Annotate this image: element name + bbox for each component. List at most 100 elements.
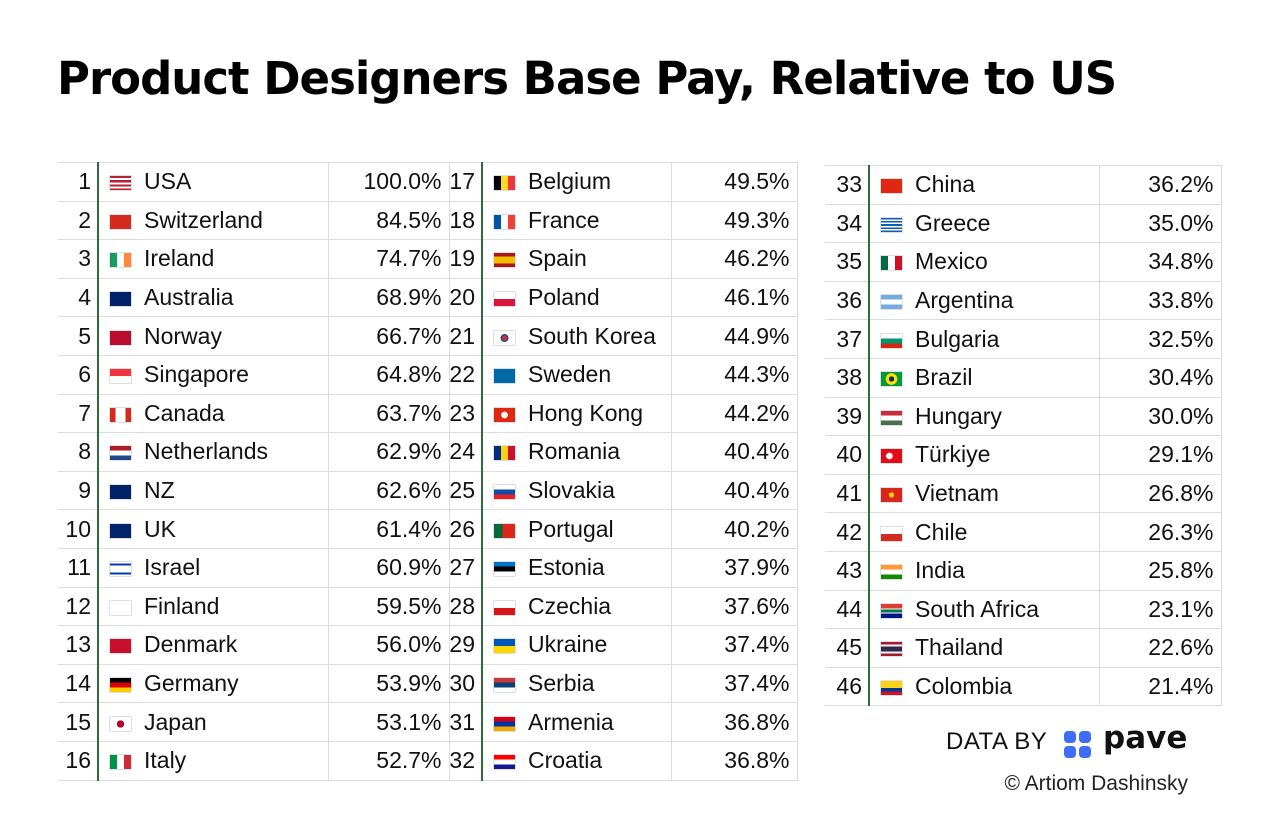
japanese-flag-icon xyxy=(110,716,131,731)
rank-cell: 25 xyxy=(436,471,483,511)
flag-cell xyxy=(98,394,142,434)
ukrainian-flag-icon xyxy=(494,639,515,654)
flag-cell xyxy=(98,587,142,627)
irish-flag-icon xyxy=(110,253,131,268)
hong-kong-flag-icon xyxy=(494,407,515,422)
pay-percentage: 46.1% xyxy=(671,278,798,318)
ranking-column-2: 17 Belgium 49.5% 18 France 49.3% 19 Spain 46.2% 2… xyxy=(436,162,798,781)
flag-cell xyxy=(98,509,142,549)
table-row: 26 Portugal 40.2% xyxy=(436,509,798,549)
flag-cell xyxy=(869,435,913,475)
table-row: 31 Armenia 36.8% xyxy=(436,702,798,742)
country-name: Portugal xyxy=(526,509,672,549)
pay-percentage: 60.9% xyxy=(328,548,450,588)
croatian-flag-icon xyxy=(494,755,515,770)
country-name: Slovakia xyxy=(526,471,672,511)
flag-cell xyxy=(869,358,913,398)
rank-cell: 33 xyxy=(825,165,870,205)
slovak-flag-icon xyxy=(494,484,515,499)
country-name: Argentina xyxy=(913,281,1100,321)
dutch-flag-icon xyxy=(110,446,131,461)
rank-cell: 1 xyxy=(58,162,99,202)
australian-flag-icon xyxy=(110,292,131,306)
flag-cell xyxy=(482,664,526,704)
swiss-flag-icon xyxy=(110,214,131,229)
pay-percentage: 22.6% xyxy=(1099,628,1222,668)
rank-cell: 30 xyxy=(436,664,483,704)
table-row: 25 Slovakia 40.4% xyxy=(436,471,798,511)
table-row: 39 Hungary 30.0% xyxy=(825,397,1222,437)
rank-cell: 2 xyxy=(58,201,99,241)
copyright-notice: © Artiom Dashinsky xyxy=(1004,772,1188,795)
country-name: Chile xyxy=(913,512,1100,552)
italian-flag-icon xyxy=(110,755,131,770)
estonian-flag-icon xyxy=(494,562,515,577)
rank-cell: 34 xyxy=(825,204,870,244)
rank-cell: 35 xyxy=(825,242,870,282)
table-row: 43 India 25.8% xyxy=(825,551,1222,591)
country-name: NZ xyxy=(142,471,329,511)
pay-percentage: 32.5% xyxy=(1099,319,1222,359)
pay-percentage: 44.2% xyxy=(671,394,798,434)
rank-cell: 27 xyxy=(436,548,483,588)
country-name: Ukraine xyxy=(526,625,672,665)
nz-flag-icon xyxy=(110,484,131,499)
canadian-flag-icon xyxy=(110,407,131,422)
table-row: 2 Switzerland 84.5% xyxy=(58,201,450,241)
chinese-flag-icon xyxy=(881,179,902,194)
table-row: 32 Croatia 36.8% xyxy=(436,741,798,781)
czech-flag-icon xyxy=(494,600,515,615)
table-row: 10 UK 61.4% xyxy=(58,509,450,549)
table-row: 15 Japan 53.1% xyxy=(58,702,450,742)
flag-cell xyxy=(98,316,142,356)
flag-cell xyxy=(98,471,142,511)
data-by-label: DATA BY xyxy=(946,728,1048,755)
country-name: Mexico xyxy=(913,242,1100,282)
country-name: Hong Kong xyxy=(526,394,672,434)
uk-flag-icon xyxy=(110,523,131,538)
flag-cell xyxy=(869,667,913,707)
turkish-flag-icon xyxy=(881,449,902,464)
table-row: 3 Ireland 74.7% xyxy=(58,239,450,279)
table-row: 1 USA 100.0% xyxy=(58,162,450,202)
flag-cell xyxy=(98,702,142,742)
flag-cell xyxy=(869,204,913,244)
country-name: Norway xyxy=(142,316,329,356)
country-name: Germany xyxy=(142,664,329,704)
pay-percentage: 37.9% xyxy=(671,548,798,588)
rank-cell: 44 xyxy=(825,590,870,630)
pay-percentage: 64.8% xyxy=(328,355,450,395)
chilean-flag-icon xyxy=(881,526,902,541)
rank-cell: 31 xyxy=(436,702,483,742)
table-row: 16 Italy 52.7% xyxy=(58,741,450,781)
israeli-flag-icon xyxy=(110,562,131,577)
argentine-flag-icon xyxy=(881,295,902,309)
rank-cell: 40 xyxy=(825,435,870,475)
singapore-flag-icon xyxy=(110,369,131,384)
pay-percentage: 37.6% xyxy=(671,587,798,627)
pay-percentage: 68.9% xyxy=(328,278,450,318)
table-row: 44 South Africa 23.1% xyxy=(825,590,1222,630)
bulgarian-flag-icon xyxy=(881,333,902,348)
table-row: 41 Vietnam 26.8% xyxy=(825,474,1222,514)
country-name: USA xyxy=(142,162,329,202)
country-name: Italy xyxy=(142,741,329,781)
table-row: 28 Czechia 37.6% xyxy=(436,587,798,627)
country-name: Estonia xyxy=(526,548,672,588)
country-name: Thailand xyxy=(913,628,1100,668)
pay-percentage: 49.3% xyxy=(671,201,798,241)
pay-percentage: 33.8% xyxy=(1099,281,1222,321)
swedish-flag-icon xyxy=(494,369,515,384)
pay-percentage: 44.3% xyxy=(671,355,798,395)
rank-cell: 45 xyxy=(825,628,870,668)
flag-cell xyxy=(98,278,142,318)
rank-cell: 28 xyxy=(436,587,483,627)
flag-cell xyxy=(482,509,526,549)
country-name: Croatia xyxy=(526,741,672,781)
rank-cell: 19 xyxy=(436,239,483,279)
country-name: Serbia xyxy=(526,664,672,704)
table-row: 12 Finland 59.5% xyxy=(58,587,450,627)
rank-cell: 38 xyxy=(825,358,870,398)
table-row: 5 Norway 66.7% xyxy=(58,316,450,356)
pay-percentage: 37.4% xyxy=(671,625,798,665)
